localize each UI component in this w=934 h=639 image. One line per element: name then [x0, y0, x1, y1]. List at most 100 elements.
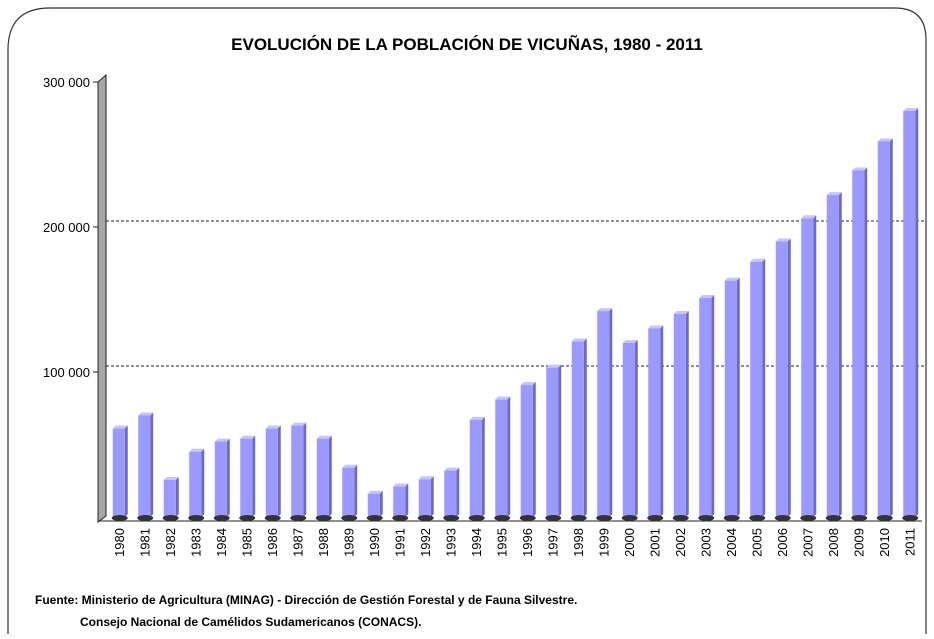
x-tick-label: 1989	[341, 528, 356, 557]
bar-base	[902, 515, 919, 521]
x-tick-label: 2004	[724, 528, 739, 557]
bar-base	[800, 515, 817, 521]
x-tick-label: 1994	[469, 528, 484, 557]
bar-top	[571, 338, 587, 342]
bar-top	[801, 215, 817, 219]
bar-side	[379, 490, 383, 517]
bar-side	[660, 325, 664, 517]
x-tick-label: 1987	[290, 528, 305, 557]
bar-side	[405, 483, 409, 517]
bar-side	[609, 308, 613, 517]
bar	[214, 441, 227, 517]
x-tick-label: 1991	[392, 528, 407, 557]
bar-base	[366, 515, 383, 521]
bar-side	[711, 295, 715, 517]
y-tick-label: 300 000	[43, 75, 90, 90]
x-tick-label: 1981	[137, 528, 152, 557]
x-tick-label: 2000	[622, 528, 637, 557]
bar-top	[775, 238, 791, 242]
bar-top	[469, 416, 485, 420]
x-tick-label: 1996	[520, 528, 535, 557]
bar-top	[367, 490, 383, 494]
bar-base	[621, 515, 638, 521]
bar	[826, 195, 839, 517]
x-tick-label: 1993	[443, 528, 458, 557]
bar-side	[915, 108, 919, 517]
x-tick-label: 1988	[316, 528, 331, 557]
x-tick-label: 1997	[545, 528, 560, 557]
bar-base	[851, 515, 868, 521]
bar-top	[520, 382, 536, 386]
bar	[393, 486, 406, 517]
bar-top	[622, 340, 638, 343]
bar	[520, 385, 533, 517]
bar-top	[214, 438, 230, 442]
bar-side	[252, 435, 256, 517]
bar-top	[112, 425, 128, 429]
x-tick-label: 1985	[239, 528, 254, 557]
bar-base	[494, 515, 511, 521]
bar-top	[826, 192, 842, 196]
bar-side	[430, 476, 434, 517]
bar	[163, 480, 176, 517]
x-tick-label: 2011	[902, 528, 917, 556]
bar-top	[393, 483, 409, 487]
bar-base	[825, 515, 842, 521]
bar-base	[290, 515, 307, 521]
bar-base	[443, 515, 460, 521]
bar	[597, 311, 610, 517]
bar-side	[303, 422, 307, 517]
bar-base	[876, 515, 893, 521]
bar	[648, 328, 661, 517]
bar-top	[291, 422, 307, 426]
bar-top	[240, 435, 256, 439]
x-tick-label: 2010	[877, 528, 892, 557]
bar-base	[774, 515, 791, 521]
bar	[265, 428, 278, 517]
bar-top	[648, 325, 664, 329]
bar-top	[750, 258, 766, 262]
bar-side	[634, 340, 638, 517]
bar	[495, 399, 508, 517]
bar-top	[724, 277, 740, 281]
bar	[240, 438, 253, 517]
x-tick-label: 1995	[494, 528, 509, 557]
bar-top	[138, 412, 154, 416]
bar-side	[150, 412, 154, 517]
bar-side	[864, 167, 868, 517]
bar-side	[175, 477, 179, 517]
x-tick-label: 1992	[418, 528, 433, 557]
bar-side	[532, 382, 536, 517]
x-tick-label: 1982	[163, 528, 178, 557]
source-line: Consejo Nacional de Camélidos Sudamerica…	[80, 615, 421, 629]
bar-top	[852, 167, 868, 171]
x-tick-label: 1986	[265, 528, 280, 557]
bar-side	[507, 396, 511, 517]
bar	[699, 298, 712, 517]
x-tick-label: 2002	[673, 528, 688, 557]
x-tick-label: 1998	[571, 528, 586, 557]
x-tick-label: 2008	[826, 528, 841, 557]
bar-base	[137, 515, 154, 521]
bar	[367, 493, 380, 517]
bar	[750, 261, 763, 517]
bar-base	[698, 515, 715, 521]
bar-base	[723, 515, 740, 521]
bar-base	[647, 515, 664, 521]
bar-side	[481, 416, 485, 517]
bar-side	[277, 425, 281, 517]
bar	[138, 415, 151, 517]
bar-base	[417, 515, 434, 521]
bar-side	[328, 435, 332, 517]
bar-side	[226, 438, 230, 517]
bar-side	[456, 467, 460, 517]
bar-base	[213, 515, 230, 521]
bar	[775, 241, 788, 517]
x-tick-label: 1984	[214, 528, 229, 557]
bar-side	[838, 192, 842, 517]
x-tick-label: 2009	[851, 528, 866, 557]
bar-top	[418, 476, 434, 480]
bar-side	[736, 277, 740, 517]
bar-base	[239, 515, 256, 521]
